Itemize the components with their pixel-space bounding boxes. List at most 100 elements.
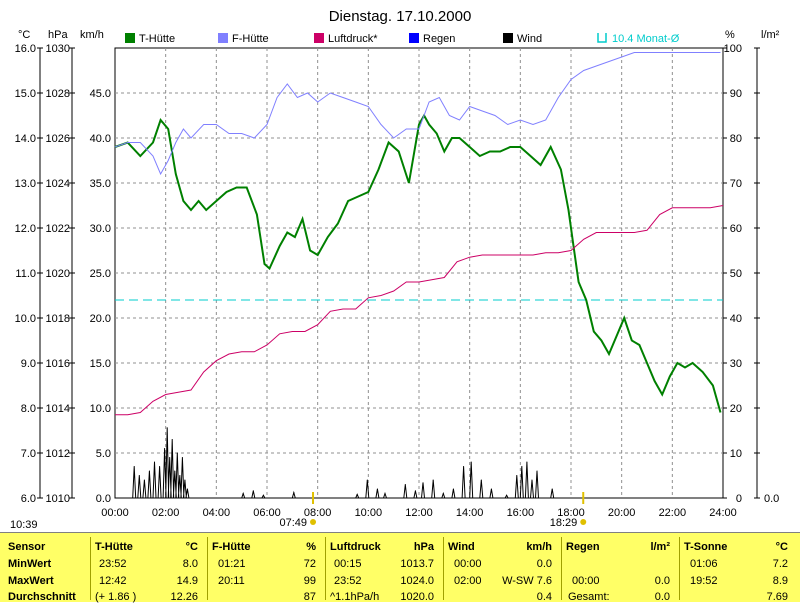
tick-hpa-4: 1022 xyxy=(46,223,70,235)
tick-celsius-0: 16.0 xyxy=(15,43,36,55)
wind-point xyxy=(138,475,140,476)
tick-celsius-10: 6.0 xyxy=(21,493,36,505)
stats-header-luftdruck: Luftdruck xyxy=(330,541,381,553)
tick-celsius-7: 9.0 xyxy=(21,358,36,370)
legend-label-3: Regen xyxy=(423,33,455,45)
legend-label-4: Wind xyxy=(517,33,542,45)
tick-x-10: 20:00 xyxy=(608,507,636,519)
tick-percent-5: 50 xyxy=(730,268,742,280)
tick-x-0: 00:00 xyxy=(101,507,129,519)
tick-percent-0: 100 xyxy=(724,43,742,55)
sunset-sun-icon xyxy=(580,519,587,525)
tick-x-1: 02:00 xyxy=(152,507,180,519)
tick-kmh-1: 40.0 xyxy=(90,133,111,145)
F-Hütte-line xyxy=(114,52,721,176)
regen-total-label: Gesamt: xyxy=(568,591,610,603)
wind-point xyxy=(184,479,186,481)
tick-x-2: 04:00 xyxy=(203,507,231,519)
series-F-Hütte xyxy=(114,52,721,176)
stats-unit-t-sonne: °C xyxy=(775,541,788,553)
stats-header-f-huette: F-Hütte xyxy=(212,541,251,553)
tick-x-6: 12:00 xyxy=(405,507,433,519)
axis-unit-percent: % xyxy=(725,29,735,41)
wind-point xyxy=(166,427,168,429)
wind-point xyxy=(242,493,244,494)
sunset-time: 18:29 xyxy=(550,517,578,529)
luftdruck-avg-value: 1020.0 xyxy=(400,591,434,603)
stats-header-sensor: Sensor xyxy=(8,541,46,553)
wind-point xyxy=(463,466,465,467)
stats-block-t-sonne: T-Sonne °C 01:06 7.2 19:52 8.9 7.69 xyxy=(679,537,796,603)
f-huette-max-value: 99 xyxy=(303,575,316,587)
tick-hpa-5: 1020 xyxy=(46,268,70,280)
wind-avg-value: 0.4 xyxy=(536,591,552,603)
wind-point xyxy=(506,494,508,496)
wind-point xyxy=(262,494,264,496)
legend-label-1: F-Hütte xyxy=(232,33,269,45)
tick-kmh-0: 45.0 xyxy=(90,88,111,100)
t-huette-avg-value: 12.26 xyxy=(170,591,198,603)
tick-hpa-8: 1014 xyxy=(46,403,70,415)
legend-swatch-4 xyxy=(503,33,513,43)
wind-point xyxy=(531,479,533,481)
tick-x-5: 10:00 xyxy=(355,507,383,519)
stats-unit-luftdruck: hPa xyxy=(413,541,434,553)
tick-hpa-6: 1018 xyxy=(46,313,70,325)
luftdruck-min-value: 1013.7 xyxy=(400,558,434,570)
tick-kmh-7: 10.0 xyxy=(90,403,111,415)
wind-point xyxy=(176,452,178,454)
wind-point xyxy=(516,475,518,476)
tick-hpa-1: 1028 xyxy=(46,88,70,100)
sunrise-sun-icon xyxy=(310,519,317,525)
legend-label-0: T-Hütte xyxy=(139,33,175,45)
t-sonne-min-value: 7.2 xyxy=(772,558,788,570)
tick-kmh-4: 25.0 xyxy=(90,268,111,280)
wind-point xyxy=(490,488,492,490)
legend-swatch-3 xyxy=(409,33,419,43)
wind-point xyxy=(432,479,434,481)
t-sonne-max-time: 19:52 xyxy=(690,575,718,587)
weather-chart: Dienstag. 17.10.2000 °C hPa km/h% l/m² T-Hü… xyxy=(10,8,780,531)
tick-hpa-3: 1024 xyxy=(46,178,70,190)
legend-swatch-2 xyxy=(314,33,324,43)
tick-x-4: 08:00 xyxy=(304,507,332,519)
t-huette-min-value: 8.0 xyxy=(182,558,198,570)
statistics-panel: Sensor MinWert MaxWert Durchschnitt T-Hü… xyxy=(0,532,800,603)
t-sonne-avg-value: 7.69 xyxy=(766,591,788,603)
stats-block-luftdruck: Luftdruck hPa 00:15 1013.7 23:52 1024.0 … xyxy=(325,537,442,603)
tick-percent-6: 40 xyxy=(730,313,742,325)
tick-x-12: 24:00 xyxy=(709,507,737,519)
sunrise-time: 07:49 xyxy=(279,517,307,529)
t-huette-max-value: 14.9 xyxy=(176,575,198,587)
T-Hütte-line xyxy=(114,113,722,413)
wind-point xyxy=(164,448,166,449)
wind-point xyxy=(133,466,135,467)
wind-point xyxy=(521,466,523,467)
wind-point xyxy=(414,490,416,492)
tick-hpa-7: 1016 xyxy=(46,358,70,370)
f-huette-max-time: 20:11 xyxy=(218,575,245,587)
wind-max-value: W-SW 7.6 xyxy=(502,575,552,587)
tick-x-11: 22:00 xyxy=(659,507,687,519)
wind-min-time: 00:00 xyxy=(454,558,482,570)
wind-point xyxy=(252,490,254,492)
wind-point xyxy=(174,470,176,472)
wind-point xyxy=(171,439,173,440)
stats-unit-f-huette: % xyxy=(306,541,316,553)
wind-point xyxy=(143,479,145,481)
tick-celsius-9: 7.0 xyxy=(21,448,36,460)
tick-x-3: 06:00 xyxy=(253,507,281,519)
luftdruck-min-time: 00:15 xyxy=(334,558,362,570)
tick-percent-3: 70 xyxy=(730,178,742,190)
stats-block-regen: Regen l/m² 00:00 0.0 Gesamt: 0.0 xyxy=(561,537,678,603)
tick-celsius-3: 13.0 xyxy=(15,178,36,190)
wind-point xyxy=(551,488,553,490)
stats-unit-wind: km/h xyxy=(526,541,552,553)
legend-label-2: Luftdruck* xyxy=(328,33,378,45)
wind-point xyxy=(293,492,295,494)
tick-kmh-3: 30.0 xyxy=(90,223,111,235)
wind-point xyxy=(470,461,472,463)
wind-point xyxy=(384,493,386,494)
wind-min-value: 0.0 xyxy=(536,558,552,570)
tick-celsius-2: 14.0 xyxy=(15,133,36,145)
